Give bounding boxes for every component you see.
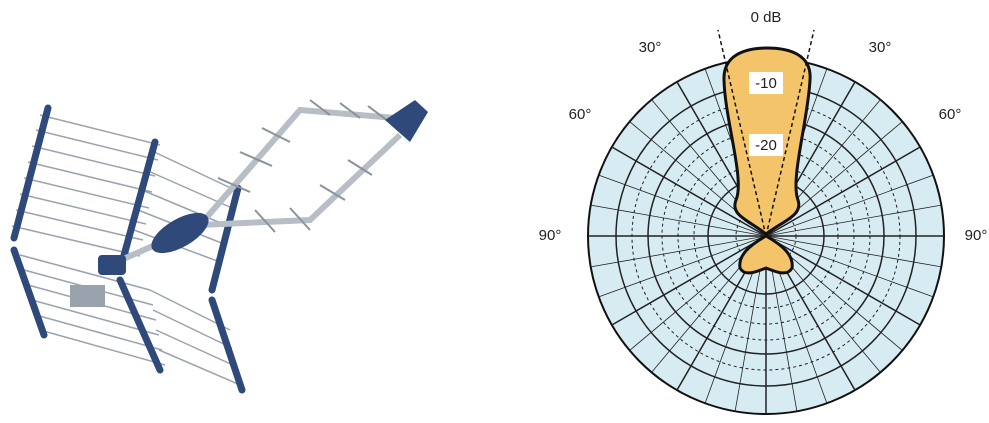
grid-spoke (611, 146, 767, 237)
grid-spoke (765, 204, 942, 237)
grid-spoke (765, 146, 921, 237)
grid-spoke (598, 174, 767, 237)
grid-spoke (611, 235, 767, 326)
level-box (749, 72, 783, 94)
grid-spoke (590, 204, 767, 237)
angle-label: 60° (569, 106, 592, 123)
level-label: -10 (755, 75, 777, 92)
angle-label: 90° (965, 227, 988, 244)
grid-spoke (590, 235, 767, 268)
antenna-hubs (98, 100, 428, 275)
mount-bracket (70, 285, 105, 307)
grid-spoke (765, 235, 942, 268)
angle-label: 30° (869, 39, 892, 56)
beam-width-lines (717, 29, 815, 237)
angle-label: 60° (939, 106, 962, 123)
grid-spoke (765, 235, 921, 326)
back-lobe (738, 234, 794, 275)
antenna-illustration (10, 99, 428, 394)
level-title: 0 dB (751, 9, 782, 26)
grid-spoke (765, 174, 934, 237)
angle-label: 90° (539, 227, 562, 244)
directors (217, 99, 389, 233)
grid-spoke (598, 235, 767, 298)
grid-spoke (765, 235, 934, 298)
level-label: -20 (755, 137, 777, 154)
level-box (749, 134, 783, 156)
angle-label: 30° (639, 39, 662, 56)
reflector-bars (10, 104, 246, 394)
